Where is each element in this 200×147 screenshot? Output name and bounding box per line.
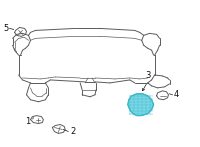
Text: 1: 1 [25, 117, 30, 126]
Polygon shape [128, 94, 154, 116]
Text: 5: 5 [3, 24, 9, 33]
Text: 3: 3 [145, 71, 150, 80]
Text: 2: 2 [70, 127, 75, 136]
Text: 4: 4 [173, 90, 179, 99]
